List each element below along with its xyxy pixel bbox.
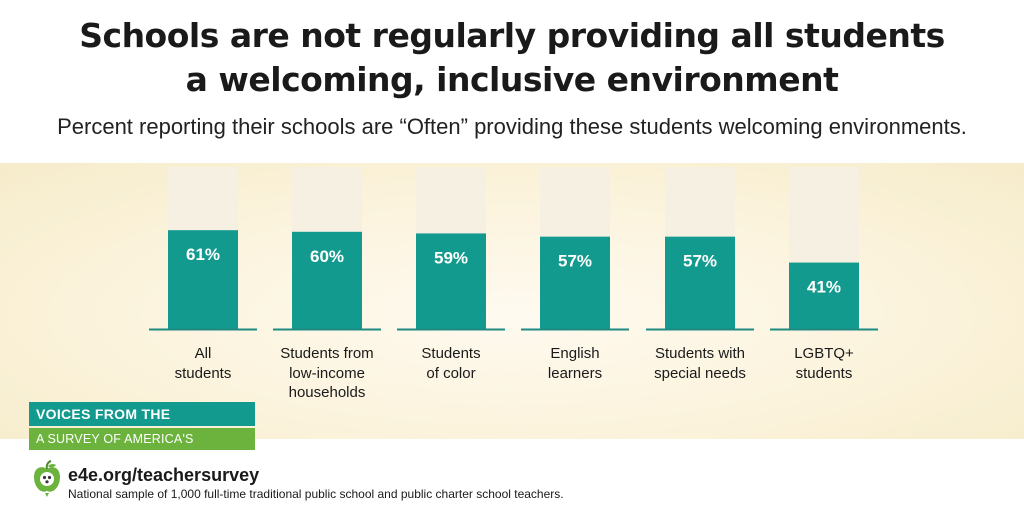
title-line-2: a welcoming, inclusive environment xyxy=(185,60,839,99)
data-label: 61% xyxy=(186,245,220,264)
footnote: National sample of 1,000 full-time tradi… xyxy=(68,487,564,501)
bar xyxy=(416,233,486,329)
data-label: 41% xyxy=(807,278,841,297)
bar xyxy=(665,236,735,329)
survey-url[interactable]: e4e.org/teachersurvey xyxy=(68,465,260,485)
data-label: 57% xyxy=(558,252,592,271)
category-label: LGBTQ+ students xyxy=(794,345,854,382)
bar xyxy=(292,231,362,329)
category-label: All students xyxy=(174,345,232,382)
title-line-1: Schools are not regularly providing all … xyxy=(79,16,945,55)
data-label: 59% xyxy=(434,248,468,267)
bar xyxy=(540,236,610,329)
category-label: Students of color xyxy=(421,345,481,382)
category-label: Students from low-income households xyxy=(280,345,374,401)
apple-icon xyxy=(34,460,60,497)
survey-badge-title: VOICES FROM THE CLASSROOM xyxy=(29,402,255,446)
bar xyxy=(789,262,859,329)
survey-badge-subtitle: A SURVEY OF AMERICA'S EDUCATORS xyxy=(29,428,255,468)
category-label: Students with special needs xyxy=(654,345,746,382)
chart-subtitle: Percent reporting their schools are “Oft… xyxy=(57,114,967,139)
data-label: 57% xyxy=(683,252,717,271)
data-label: 60% xyxy=(310,247,344,266)
bar xyxy=(168,230,238,329)
page-title: Schools are not regularly providing all … xyxy=(0,14,1024,102)
category-label: English learners xyxy=(547,345,603,382)
